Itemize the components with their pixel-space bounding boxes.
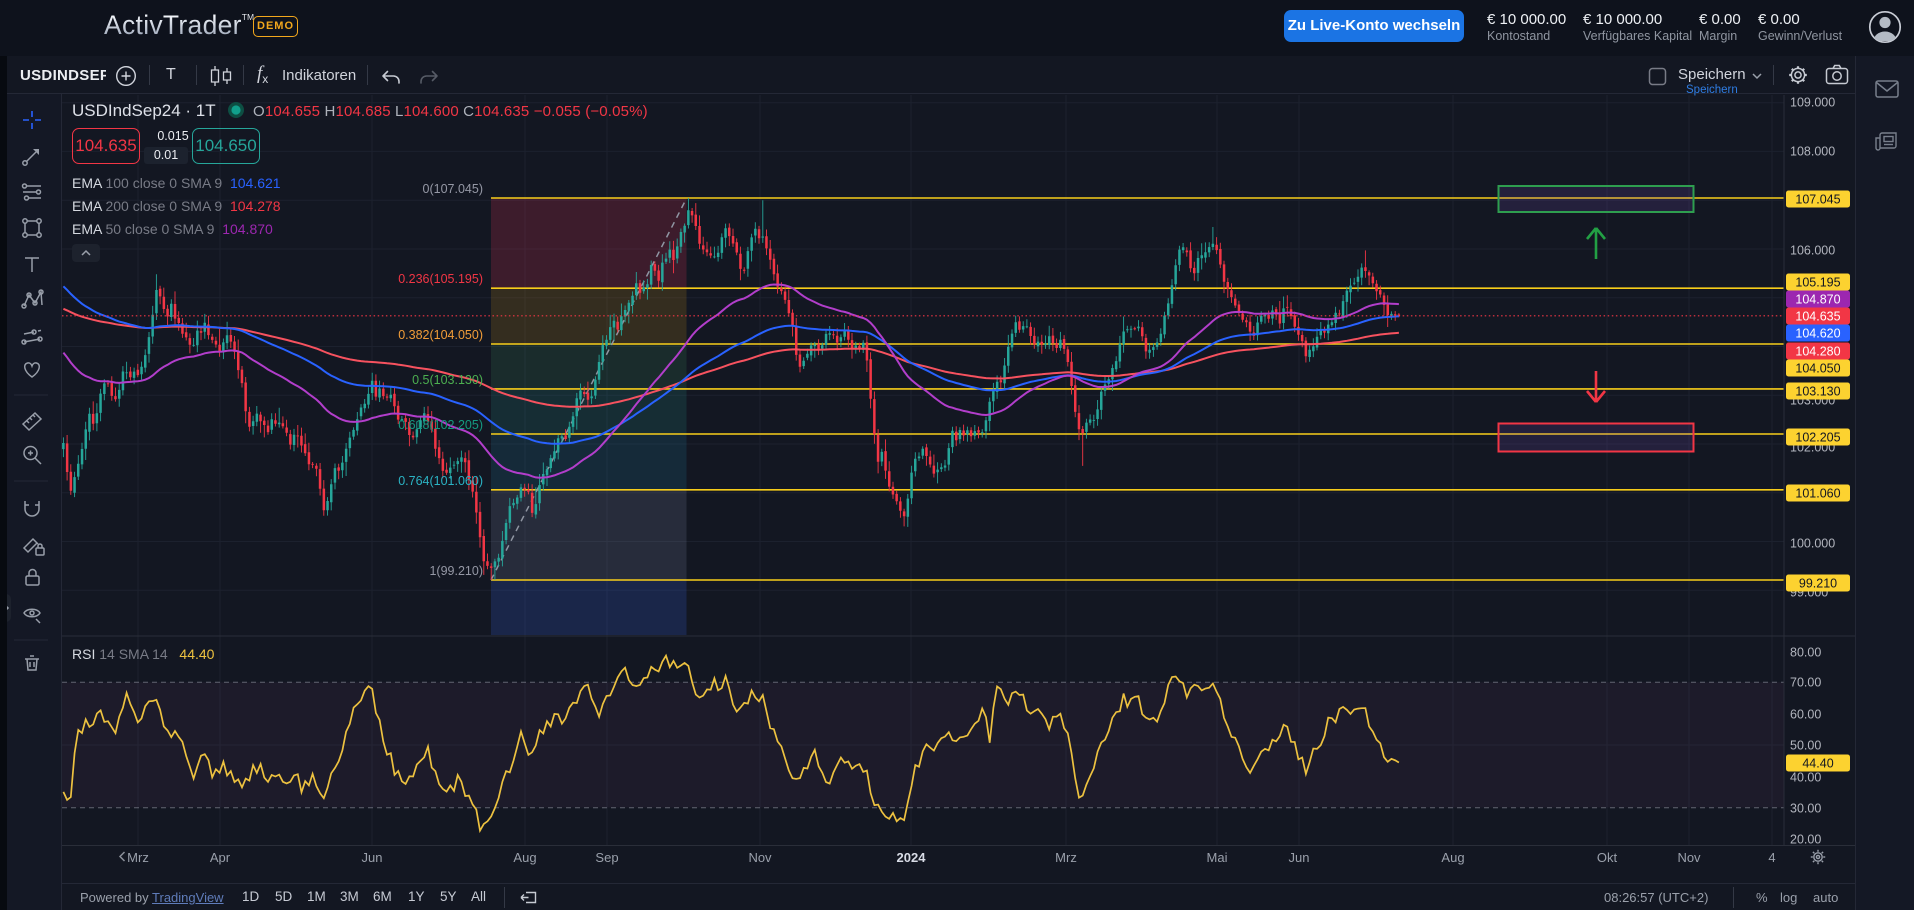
- svg-text:Jun: Jun: [1289, 850, 1310, 865]
- svg-text:101.060: 101.060: [1795, 486, 1840, 500]
- svg-text:0.5(103.130): 0.5(103.130): [412, 373, 483, 387]
- svg-text:100.000: 100.000: [1790, 536, 1835, 550]
- svg-text:105.195: 105.195: [1795, 275, 1840, 289]
- svg-text:60.00: 60.00: [1790, 707, 1821, 721]
- svg-text:103.130: 103.130: [1795, 384, 1840, 398]
- svg-text:Okt: Okt: [1597, 850, 1618, 865]
- svg-text:104.050: 104.050: [1795, 361, 1840, 375]
- svg-text:102.205: 102.205: [1795, 430, 1840, 444]
- svg-text:109.000: 109.000: [1790, 95, 1835, 109]
- svg-text:30.00: 30.00: [1790, 801, 1821, 815]
- svg-text:0.382(104.050): 0.382(104.050): [398, 328, 483, 342]
- svg-text:Nov: Nov: [748, 850, 772, 865]
- svg-text:107.045: 107.045: [1795, 192, 1840, 206]
- svg-text:50.00: 50.00: [1790, 738, 1821, 752]
- svg-text:Sep: Sep: [595, 850, 618, 865]
- svg-text:104.635: 104.635: [1795, 309, 1840, 323]
- svg-text:0(107.045): 0(107.045): [423, 182, 483, 196]
- svg-text:Aug: Aug: [1441, 850, 1464, 865]
- svg-text:Nov: Nov: [1677, 850, 1701, 865]
- svg-text:Jun: Jun: [362, 850, 383, 865]
- svg-text:20.00: 20.00: [1790, 832, 1821, 846]
- svg-text:40.00: 40.00: [1790, 770, 1821, 784]
- svg-text:Mai: Mai: [1207, 850, 1228, 865]
- svg-text:0.764(101.060): 0.764(101.060): [398, 474, 483, 488]
- svg-text:Mrz: Mrz: [127, 850, 149, 865]
- svg-text:0.618(102.205): 0.618(102.205): [398, 418, 483, 432]
- svg-text:0.236(105.195): 0.236(105.195): [398, 272, 483, 286]
- svg-text:106.000: 106.000: [1790, 243, 1835, 257]
- svg-text:108.000: 108.000: [1790, 144, 1835, 158]
- svg-text:Apr: Apr: [210, 850, 231, 865]
- svg-text:80.00: 80.00: [1790, 645, 1821, 659]
- svg-text:104.280: 104.280: [1795, 344, 1840, 358]
- svg-text:104.870: 104.870: [1795, 292, 1840, 306]
- svg-text:1(99.210): 1(99.210): [429, 564, 483, 578]
- svg-text:4: 4: [1768, 850, 1775, 865]
- svg-text:104.620: 104.620: [1795, 326, 1840, 340]
- svg-text:99.210: 99.210: [1799, 576, 1837, 590]
- svg-text:2024: 2024: [897, 850, 927, 865]
- svg-text:Mrz: Mrz: [1055, 850, 1077, 865]
- svg-text:Aug: Aug: [513, 850, 536, 865]
- svg-text:70.00: 70.00: [1790, 675, 1821, 689]
- svg-text:44.40: 44.40: [1802, 756, 1833, 770]
